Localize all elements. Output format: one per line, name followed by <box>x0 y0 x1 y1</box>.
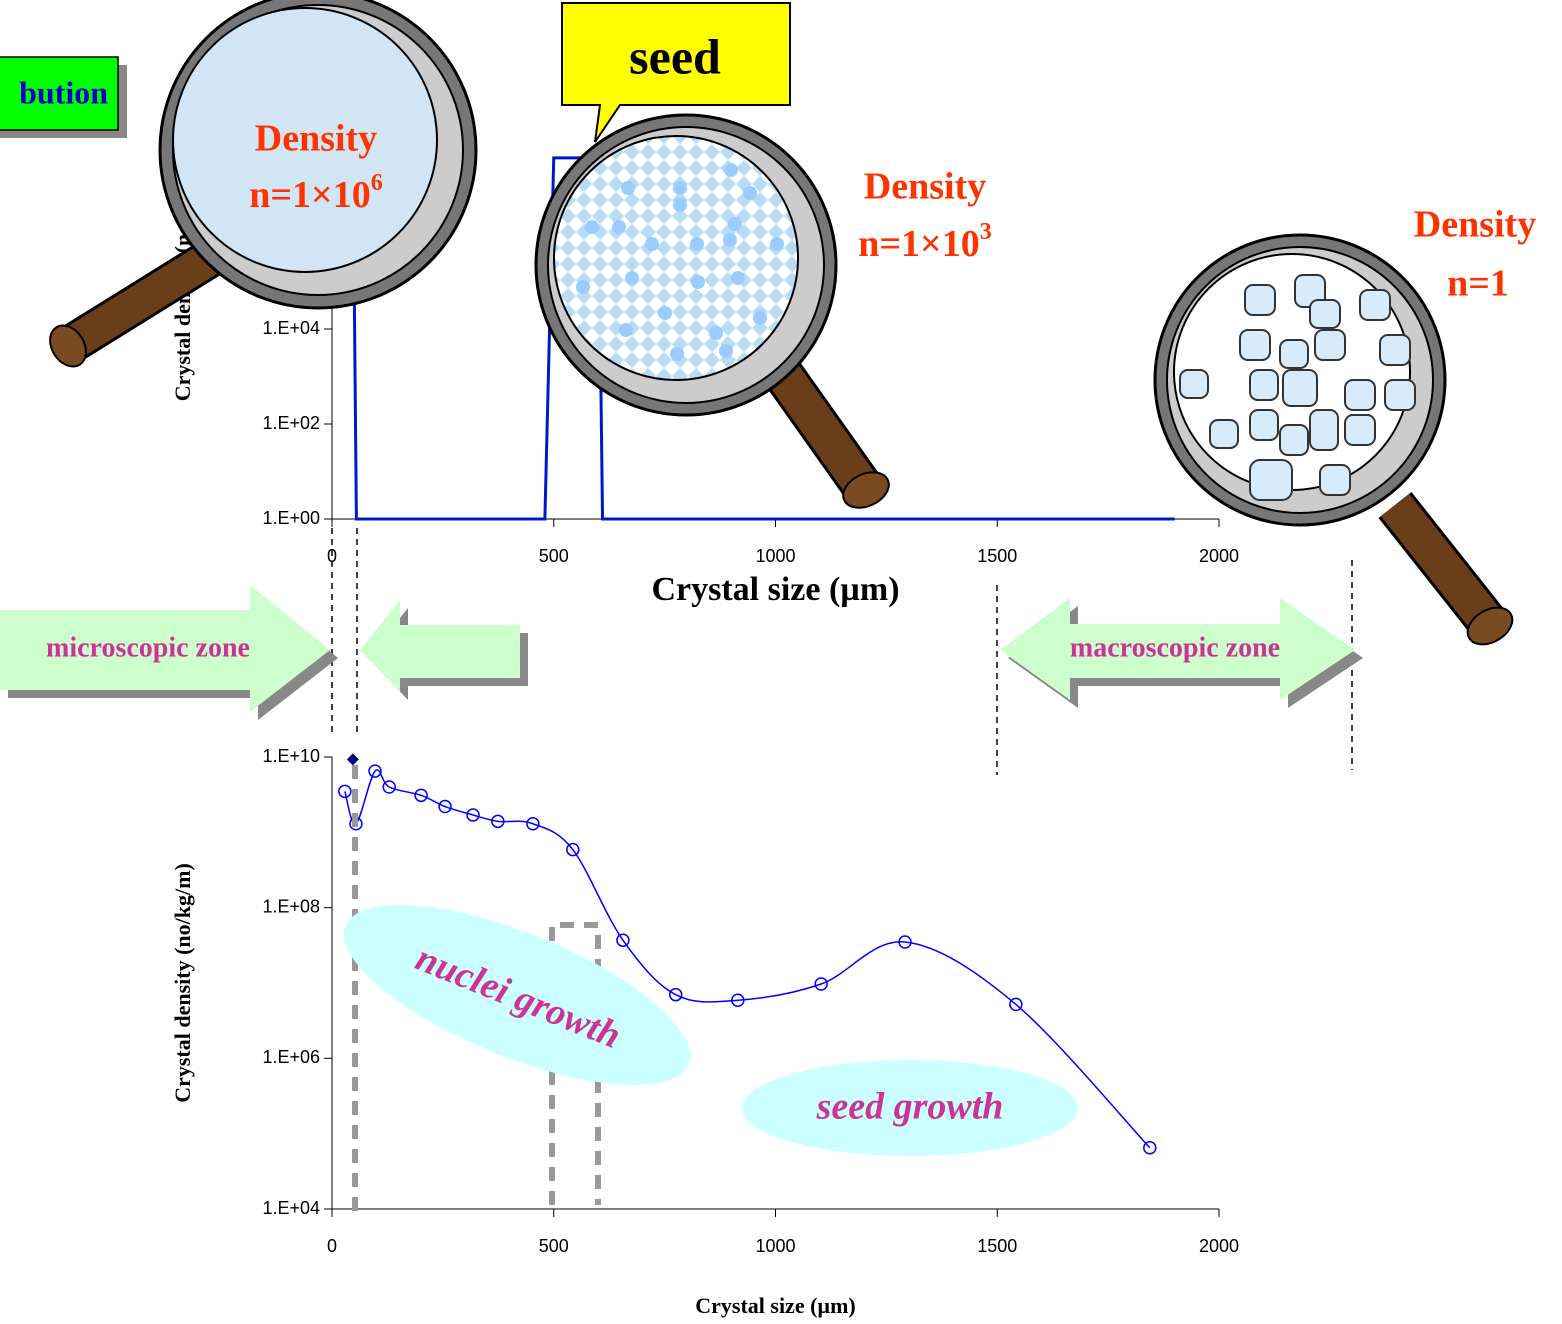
banner-text: bution <box>19 74 108 110</box>
x-tick-label: 1500 <box>977 546 1017 566</box>
magnifier-middle <box>536 115 895 515</box>
x-tick-label: 1500 <box>977 1236 1017 1256</box>
x-tick-label: 2000 <box>1199 1236 1239 1256</box>
n-right: n=1 <box>1447 263 1509 305</box>
x-axis-title: Crystal size (µm) <box>651 571 899 608</box>
n-left: n=1×106 <box>249 170 382 216</box>
y-tick-label: 1.E+06 <box>262 1047 320 1067</box>
x-tick-label: 2000 <box>1199 546 1239 566</box>
n-mid-exp: 3 <box>980 219 992 245</box>
micro-label: microscopic zone <box>46 632 250 663</box>
seed-label: seed <box>629 28 721 84</box>
x-tick-label: 500 <box>539 546 569 566</box>
y-tick-label: 1.E+08 <box>262 896 320 916</box>
y-tick-label: 1.E+00 <box>262 508 320 528</box>
slide: 0 500 1000 1500 2000 1.E+00 1.E+02 1.E+04 1.E+06… <box>0 0 1562 1324</box>
y-tick-label: 1.E+02 <box>262 413 320 433</box>
n-left-exp: 6 <box>371 170 383 196</box>
x-tick-label: 1000 <box>755 1236 795 1256</box>
density-left: Density <box>255 118 377 160</box>
y-tick-label: 1.E+10 <box>262 746 320 766</box>
x-tick-label: 0 <box>327 1236 337 1256</box>
density-mid: Density <box>864 166 986 208</box>
n-left-base: n=1×10 <box>249 174 370 216</box>
y-tick-label: 1.E+04 <box>262 1198 320 1218</box>
seed-growth-label: seed growth <box>816 1086 1004 1128</box>
x-axis-title: Crystal size (µm) <box>695 1293 856 1318</box>
micro-arrows: microscopic zone <box>0 585 528 720</box>
point <box>347 753 359 765</box>
density-right: Density <box>1414 204 1536 246</box>
n-mid-base: n=1×10 <box>858 223 979 265</box>
y-axis-title: Crystal density (no/kg/m) <box>170 863 195 1103</box>
x-tick-label: 1000 <box>755 546 795 566</box>
x-tick-label: 500 <box>539 1236 569 1256</box>
chart: 0 500 1000 1500 2000 1.E+04 1.E+06 1.E+08 1.E+10… <box>170 746 1239 1318</box>
macro-label: macroscopic zone <box>1070 632 1280 663</box>
macro-arrow: macroscopic zone <box>1000 598 1363 708</box>
y-tick-label: 1.E+04 <box>262 318 320 338</box>
n-mid: n=1×103 <box>858 219 991 265</box>
